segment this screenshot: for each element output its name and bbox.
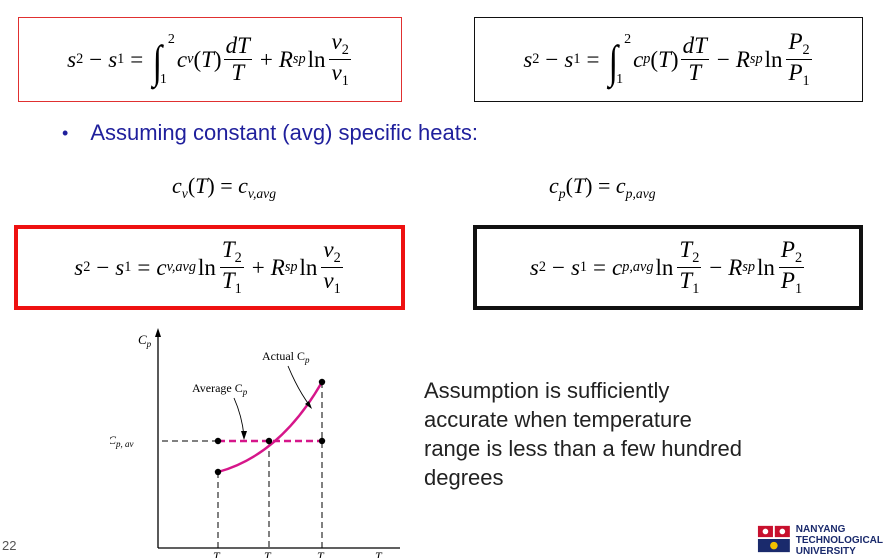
x-tick-label-3: T xyxy=(317,549,325,558)
logo-line-3: UNIVERSITY xyxy=(795,546,856,557)
average-cp-leader xyxy=(233,397,245,437)
average-cp-label: Average Cp xyxy=(192,381,248,397)
x-tick-label-2: T xyxy=(264,549,272,558)
x-tick-label-1: T xyxy=(213,549,221,558)
actual-cp-curve xyxy=(217,381,324,474)
y-axis-arrow xyxy=(155,328,161,337)
actual-cp-label: Actual Cp xyxy=(262,349,310,365)
bullet-dot: • xyxy=(62,122,69,143)
actual-cp-leader xyxy=(287,365,311,407)
logo-line-2: TECHNOLOGICAL xyxy=(795,535,883,546)
page-number: 22 xyxy=(2,538,17,553)
point-t1-curve xyxy=(214,468,222,476)
cp-constant-equation: cp(T) = cp,avg xyxy=(549,173,656,201)
y-axis-label: Cp xyxy=(138,332,152,349)
average-cp-leader-arrow xyxy=(241,431,247,440)
cp-vs-temperature-figure: Cp Cp, av Actual Cp Average Cp T T T T xyxy=(110,328,400,558)
point-t2-average xyxy=(318,437,326,445)
point-t2-curve xyxy=(318,378,326,386)
x-tick-label-4: T xyxy=(375,549,383,558)
assumption-bullet: • Assuming constant (avg) specific heats… xyxy=(62,120,478,146)
point-t1-average xyxy=(214,437,222,445)
cv-constant-equation: cv(T) = cv,avg xyxy=(172,173,277,201)
point-intersection xyxy=(265,437,273,445)
cp-avg-axis-label: Cp, av xyxy=(110,433,134,449)
assumption-note: Assumption is sufficiently accurate when… xyxy=(424,378,742,490)
ntu-logo: NANYANG TECHNOLOGICAL UNIVERSITY xyxy=(757,524,883,558)
logo-line-1: NANYANG xyxy=(795,524,846,535)
bullet-text: Assuming constant (avg) specific heats: xyxy=(90,120,478,145)
actual-cp-leader-arrow xyxy=(305,401,312,409)
ntu-crest-icon xyxy=(757,525,790,553)
